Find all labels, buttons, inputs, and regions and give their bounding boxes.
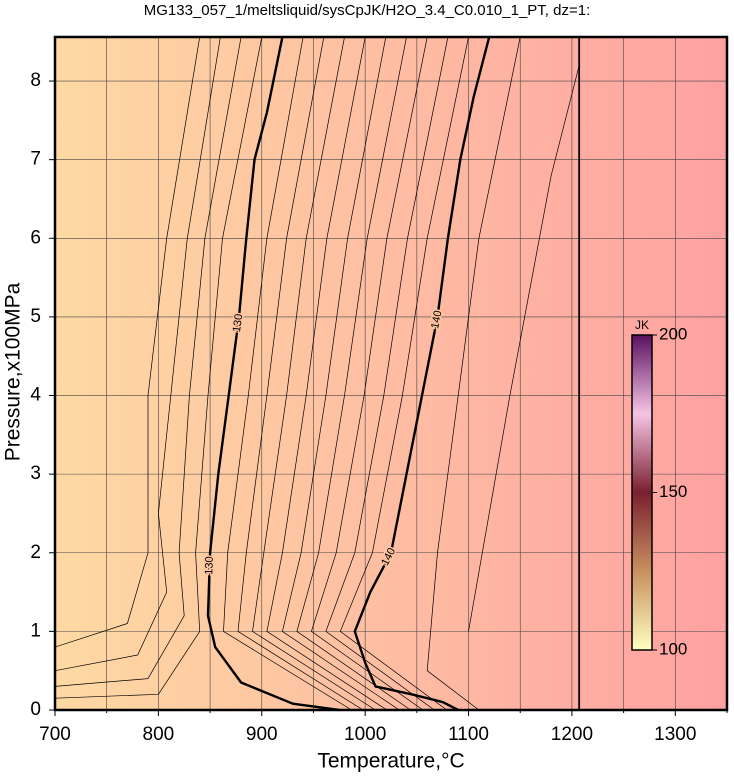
y-tick-label: 3 <box>30 463 41 484</box>
y-tick-label: 5 <box>30 306 41 327</box>
contour-minor <box>266 37 388 710</box>
x-axis-label: Temperature,°C <box>317 750 464 773</box>
contour-minor <box>55 37 201 648</box>
y-tick-label: 2 <box>30 542 41 563</box>
plot-frame <box>53 35 729 712</box>
y-tick-label: 7 <box>30 149 41 170</box>
contour-minor <box>55 37 263 699</box>
contour-label-group: 140 <box>428 308 446 331</box>
colorbar-tick-label: 150 <box>659 482 687 501</box>
contour-minor <box>223 37 352 710</box>
x-tick-label: 800 <box>143 724 175 745</box>
contour-minor <box>426 37 521 710</box>
x-tick-label: 700 <box>39 724 71 745</box>
contour-minor <box>282 37 400 710</box>
contour-minor <box>468 65 580 632</box>
colorbar-tick-label: 100 <box>659 639 687 658</box>
chart-title: MG133_057_1/meltsliquid/sysCpJK/H2O_3.4_… <box>144 2 591 19</box>
colorbar-tick-label: 200 <box>659 324 687 343</box>
contour-major <box>206 37 340 710</box>
contour-minor <box>55 37 221 672</box>
contour-label-group: 130 <box>202 555 218 577</box>
y-tick-label: 1 <box>30 620 41 641</box>
contour-minor <box>296 37 411 710</box>
colorbar-label: JK <box>635 318 649 332</box>
contour-label: 130 <box>203 556 216 575</box>
contour-minor <box>311 37 428 710</box>
plot-background <box>55 37 727 710</box>
x-tick-label: 900 <box>246 724 278 745</box>
contour-label-group: 130 <box>229 312 246 335</box>
contour-label: 130 <box>231 313 245 333</box>
contour-minor <box>55 37 242 687</box>
contour-minor <box>252 37 376 710</box>
x-tick-label: 1000 <box>344 724 386 745</box>
y-tick-label: 6 <box>30 227 41 248</box>
contour-label: 140 <box>429 309 444 329</box>
y-tick-label: 8 <box>30 70 41 91</box>
x-tick-label: 1300 <box>654 724 696 745</box>
y-axis-label: Pressure,x100MPa <box>2 282 25 461</box>
contour-major <box>353 37 491 710</box>
contour-minor <box>325 37 449 710</box>
axes: 700 800 900 1000 1100 1200 1300 0 1 2 3 4 5 6 7 8 JK 100 1… <box>30 70 728 745</box>
contour-minor <box>237 37 364 710</box>
x-tick-label: 1200 <box>551 724 593 745</box>
y-tick-label: 0 <box>30 699 41 720</box>
x-tick-label: 1100 <box>448 724 489 745</box>
colorbar <box>631 334 653 651</box>
y-tick-label: 4 <box>30 385 41 406</box>
